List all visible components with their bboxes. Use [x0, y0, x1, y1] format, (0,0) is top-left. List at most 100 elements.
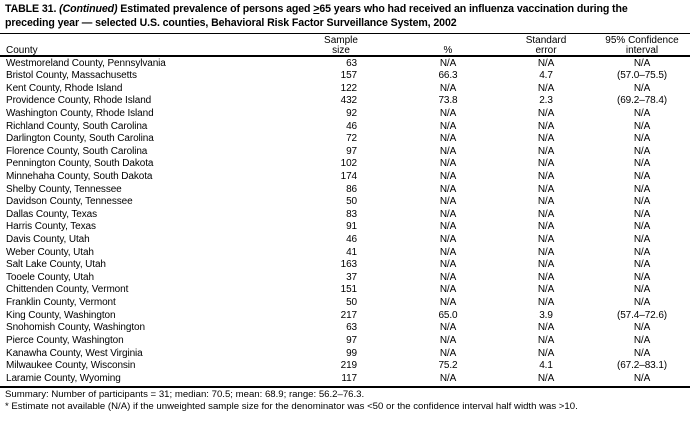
- col-header-county: County: [6, 45, 38, 56]
- table-row: Laramie County, Wyoming 117 N/A N/A N/A: [0, 373, 690, 386]
- standard-error-cell: N/A: [537, 158, 555, 170]
- table-row: Snohomish County, Washington 63 N/A N/A N/A: [0, 322, 690, 335]
- confidence-interval-cell: N/A: [633, 271, 651, 283]
- table-body: Westmoreland County, Pennsylvania 63 N/A N/…: [0, 58, 690, 386]
- confidence-interval-cell: N/A: [633, 145, 651, 157]
- county-cell: Chittenden County, Vermont: [6, 284, 129, 296]
- col-header-ci-2: interval: [625, 45, 659, 56]
- county-cell: Washington County, Rhode Island: [6, 107, 154, 119]
- standard-error-cell: N/A: [537, 322, 555, 334]
- sample-size-cell: 97: [346, 334, 357, 346]
- header-top-rule: [0, 33, 690, 34]
- standard-error-cell: 3.9: [539, 309, 553, 321]
- table-row: Pierce County, Washington 97 N/A N/A N/A: [0, 335, 690, 348]
- county-cell: Tooele County, Utah: [6, 271, 94, 283]
- sample-size-cell: 72: [346, 133, 357, 145]
- footnote-line: * Estimate not available (N/A) if the un…: [5, 401, 578, 412]
- table-row: Davidson County, Tennessee 50 N/A N/A N/A: [0, 196, 690, 209]
- standard-error-cell: N/A: [537, 57, 555, 69]
- confidence-interval-cell: (69.2–78.4): [616, 95, 668, 107]
- sample-size-cell: 122: [340, 82, 357, 94]
- table-row: Minnehaha County, South Dakota 174 N/A N/A N…: [0, 171, 690, 184]
- confidence-interval-cell: N/A: [633, 158, 651, 170]
- percent-cell: N/A: [439, 208, 457, 220]
- sample-size-cell: 99: [346, 347, 357, 359]
- sample-size-cell: 83: [346, 208, 357, 220]
- standard-error-cell: 4.1: [539, 360, 553, 372]
- sample-size-cell: 151: [340, 284, 357, 296]
- percent-cell: 73.8: [438, 95, 458, 107]
- sample-size-cell: 219: [340, 360, 357, 372]
- county-cell: Kent County, Rhode Island: [6, 82, 123, 94]
- standard-error-cell: N/A: [537, 246, 555, 258]
- confidence-interval-cell: N/A: [633, 246, 651, 258]
- standard-error-cell: 4.7: [539, 70, 553, 82]
- percent-cell: N/A: [439, 234, 457, 246]
- standard-error-cell: N/A: [537, 133, 555, 145]
- sample-size-cell: 86: [346, 183, 357, 195]
- percent-cell: 65.0: [438, 309, 458, 321]
- percent-cell: 66.3: [438, 70, 458, 82]
- percent-cell: N/A: [439, 107, 457, 119]
- table-row: Salt Lake County, Utah 163 N/A N/A N/A: [0, 259, 690, 272]
- county-cell: Milwaukee County, Wisconsin: [6, 360, 136, 372]
- confidence-interval-cell: N/A: [633, 196, 651, 208]
- county-cell: King County, Washington: [6, 309, 116, 321]
- standard-error-cell: N/A: [537, 221, 555, 233]
- greater-equal-symbol: >: [313, 3, 320, 15]
- sample-size-cell: 63: [346, 57, 357, 69]
- standard-error-cell: N/A: [537, 183, 555, 195]
- table-row: Kanawha County, West Virginia 99 N/A N/A N/A: [0, 348, 690, 361]
- col-header-percent: %: [443, 45, 453, 56]
- county-cell: Franklin County, Vermont: [6, 297, 116, 309]
- confidence-interval-cell: (57.0–75.5): [616, 70, 668, 82]
- standard-error-cell: N/A: [537, 145, 555, 157]
- percent-cell: N/A: [439, 372, 457, 384]
- county-cell: Shelby County, Tennessee: [6, 183, 122, 195]
- sample-size-cell: 117: [341, 372, 357, 384]
- table-title-line1: TABLE 31. (Continued) Estimated prevalen…: [5, 3, 628, 17]
- standard-error-cell: N/A: [537, 347, 555, 359]
- sample-size-cell: 102: [340, 158, 357, 170]
- sample-size-cell: 46: [346, 234, 357, 246]
- percent-cell: N/A: [439, 284, 457, 296]
- table-row: Kent County, Rhode Island 122 N/A N/A N/A: [0, 83, 690, 96]
- table-row: Davis County, Utah 46 N/A N/A N/A: [0, 234, 690, 247]
- confidence-interval-cell: N/A: [633, 120, 651, 132]
- confidence-interval-cell: N/A: [633, 221, 651, 233]
- confidence-interval-cell: N/A: [633, 372, 651, 384]
- county-cell: Bristol County, Massachusetts: [6, 70, 137, 82]
- sample-size-cell: 432: [340, 95, 357, 107]
- county-cell: Snohomish County, Washington: [6, 322, 145, 334]
- table-row: King County, Washington 217 65.0 3.9 (57.4–7…: [0, 310, 690, 323]
- percent-cell: N/A: [439, 120, 457, 132]
- col-header-sample-1: Sample: [324, 35, 358, 46]
- percent-cell: N/A: [439, 259, 457, 271]
- confidence-interval-cell: (67.2–83.1): [616, 360, 668, 372]
- confidence-interval-cell: N/A: [633, 334, 651, 346]
- percent-cell: 75.2: [438, 360, 458, 372]
- standard-error-cell: N/A: [537, 107, 555, 119]
- table-row: Providence County, Rhode Island 432 73.8 2.…: [0, 95, 690, 108]
- confidence-interval-cell: N/A: [633, 322, 651, 334]
- confidence-interval-cell: N/A: [633, 234, 651, 246]
- table-continued-flag: (Continued): [59, 3, 118, 15]
- confidence-interval-cell: N/A: [633, 82, 651, 94]
- percent-cell: N/A: [439, 158, 457, 170]
- standard-error-cell: N/A: [537, 297, 555, 309]
- county-cell: Providence County, Rhode Island: [6, 95, 152, 107]
- sample-size-cell: 50: [346, 196, 357, 208]
- county-cell: Davis County, Utah: [6, 234, 90, 246]
- sample-size-cell: 91: [346, 221, 357, 233]
- county-cell: Kanawha County, West Virginia: [6, 347, 143, 359]
- col-header-ci-1: 95% Confidence: [605, 35, 679, 46]
- county-cell: Dallas County, Texas: [6, 208, 98, 220]
- table-row: Harris County, Texas 91 N/A N/A N/A: [0, 221, 690, 234]
- percent-cell: N/A: [439, 334, 457, 346]
- table-row: Weber County, Utah 41 N/A N/A N/A: [0, 247, 690, 260]
- standard-error-cell: N/A: [537, 234, 555, 246]
- sample-size-cell: 174: [340, 170, 357, 182]
- percent-cell: N/A: [439, 271, 457, 283]
- standard-error-cell: N/A: [537, 334, 555, 346]
